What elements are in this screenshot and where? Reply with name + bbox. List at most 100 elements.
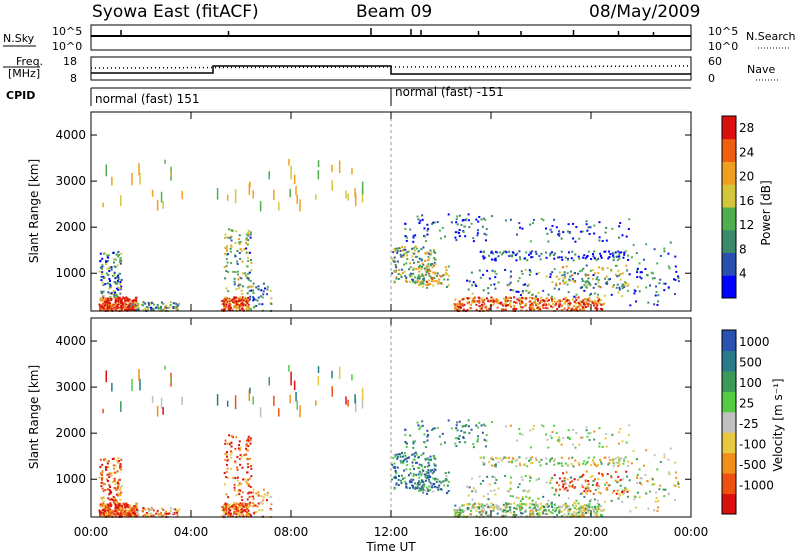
power-pixel bbox=[591, 300, 594, 303]
velocity-pixel bbox=[131, 506, 134, 509]
power-pixel bbox=[440, 275, 443, 278]
velocity-pixel bbox=[542, 495, 545, 498]
power-pixel bbox=[626, 284, 629, 287]
power-pixel bbox=[636, 285, 639, 288]
velocity-pixel bbox=[458, 434, 461, 437]
power-pixel bbox=[421, 275, 424, 278]
velocity-pixel bbox=[132, 514, 135, 517]
power-pixel bbox=[634, 290, 637, 293]
power-pixel bbox=[667, 286, 670, 289]
power-pixel bbox=[477, 296, 480, 299]
power-pixel bbox=[250, 289, 253, 292]
power-pixel bbox=[233, 277, 236, 280]
power-pixel bbox=[228, 300, 231, 303]
power-pixel bbox=[404, 246, 407, 249]
power-pixel bbox=[109, 297, 112, 300]
velocity-streak bbox=[338, 366, 341, 380]
velocity-pixel bbox=[560, 515, 563, 518]
power-pixel bbox=[397, 272, 400, 275]
velocity-pixel bbox=[246, 471, 249, 474]
power-pixel bbox=[240, 249, 243, 252]
velocity-pixel bbox=[563, 487, 566, 490]
velocity-pixel bbox=[629, 510, 632, 513]
velocity-pixel bbox=[104, 488, 107, 491]
velocity-pixel bbox=[609, 459, 612, 462]
power-pixel bbox=[252, 306, 255, 309]
velocity-pixel bbox=[664, 488, 667, 491]
velocity-colorbar-segment bbox=[722, 330, 736, 351]
velocity-pixel bbox=[586, 507, 589, 510]
power-pixel bbox=[567, 291, 570, 294]
velocity-pixel bbox=[466, 506, 469, 509]
power-pixel bbox=[587, 250, 590, 253]
velocity-pixel bbox=[144, 508, 147, 511]
velocity-pixel bbox=[427, 478, 430, 481]
power-pixel bbox=[618, 274, 621, 277]
power-pixel bbox=[409, 272, 412, 275]
power-pixel bbox=[121, 300, 124, 303]
velocity-pixel bbox=[248, 491, 251, 494]
velocity-pixel bbox=[565, 506, 568, 509]
velocity-pixel bbox=[98, 509, 101, 512]
power-pixel bbox=[417, 218, 420, 221]
velocity-pixel bbox=[412, 458, 415, 461]
power-pixel bbox=[566, 272, 569, 275]
power-pixel bbox=[572, 308, 575, 311]
velocity-pixel bbox=[100, 505, 103, 508]
power-pixel bbox=[594, 257, 597, 260]
velocity-streak bbox=[345, 396, 347, 405]
power-streak bbox=[347, 193, 349, 201]
power-pixel bbox=[557, 300, 560, 303]
power-pixel bbox=[128, 308, 131, 311]
velocity-pixel bbox=[558, 436, 561, 439]
velocity-pixel bbox=[103, 510, 106, 513]
velocity-pixel bbox=[137, 515, 140, 518]
power-pixel bbox=[463, 225, 466, 228]
velocity-pixel bbox=[618, 442, 621, 445]
velocity-pixel bbox=[394, 455, 397, 458]
velocity-pixel bbox=[596, 510, 599, 513]
power-pixel bbox=[175, 305, 178, 308]
power-pixel bbox=[545, 251, 548, 254]
power-pixel bbox=[247, 278, 250, 281]
power-pixel bbox=[424, 252, 427, 255]
velocity-pixel bbox=[531, 456, 534, 459]
velocity-x-ticks bbox=[90, 318, 692, 517]
velocity-pixel bbox=[137, 513, 140, 516]
power-pixel bbox=[416, 277, 419, 280]
velocity-pixel bbox=[529, 513, 532, 516]
power-pixel bbox=[402, 256, 405, 259]
velocity-pixel bbox=[585, 429, 588, 432]
power-pixel bbox=[482, 273, 485, 276]
velocity-pixel bbox=[249, 485, 252, 488]
power-pixel bbox=[609, 253, 612, 256]
velocity-pixel bbox=[520, 508, 523, 511]
velocity-pixel bbox=[524, 474, 527, 477]
power-pixel bbox=[494, 287, 497, 290]
velocity-pixel bbox=[490, 456, 493, 459]
power-pixel bbox=[134, 301, 137, 304]
power-pixel bbox=[405, 262, 408, 265]
velocity-pixel bbox=[624, 487, 627, 490]
power-pixel bbox=[106, 299, 109, 302]
velocity-pixel bbox=[582, 507, 585, 510]
power-pixel bbox=[579, 286, 582, 289]
power-pixel bbox=[584, 281, 587, 284]
power-pixel bbox=[478, 269, 481, 272]
velocity-pixel bbox=[230, 468, 233, 471]
power-pixel bbox=[575, 226, 578, 229]
power-pixel bbox=[532, 218, 535, 221]
velocity-pixel bbox=[126, 503, 129, 506]
power-streak bbox=[351, 168, 353, 175]
velocity-pixel bbox=[566, 463, 569, 466]
power-pixel bbox=[504, 304, 507, 307]
velocity-pixel bbox=[623, 491, 626, 494]
velocity-pixel bbox=[434, 477, 437, 480]
velocity-pixel bbox=[458, 420, 461, 423]
power-pixel bbox=[428, 274, 431, 277]
velocity-pixel bbox=[485, 512, 488, 515]
power-pixel bbox=[238, 297, 241, 300]
power-pixel bbox=[612, 254, 615, 257]
power-pixel bbox=[544, 302, 547, 305]
power-colorbar-tick: 16 bbox=[739, 194, 754, 208]
